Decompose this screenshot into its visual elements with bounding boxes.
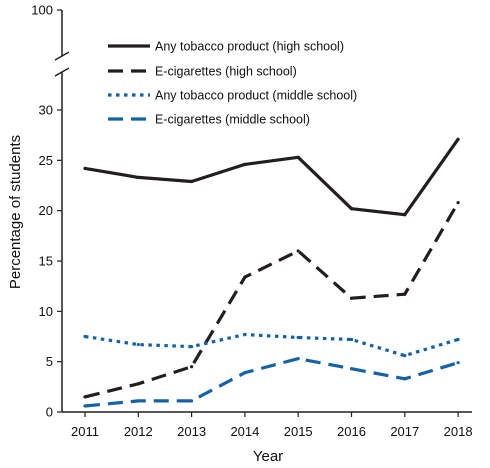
legend-label: Any tobacco product (high school) xyxy=(155,40,344,54)
data-point xyxy=(83,334,87,339)
y-tick-label: 15 xyxy=(39,254,53,269)
legend-label: E-cigarettes (middle school) xyxy=(155,113,310,127)
series-layer xyxy=(83,137,460,408)
data-point xyxy=(136,382,140,386)
data-point xyxy=(190,344,194,349)
data-point xyxy=(456,201,460,205)
data-point xyxy=(349,367,354,371)
data-point xyxy=(403,377,407,381)
series-line xyxy=(84,138,460,217)
data-point xyxy=(456,337,460,342)
data-point xyxy=(243,162,247,166)
data-point xyxy=(190,399,194,403)
series-2 xyxy=(83,201,460,399)
series-3 xyxy=(83,332,460,358)
data-point xyxy=(136,342,140,347)
legend-label: E-cigarettes (high school) xyxy=(155,65,297,79)
data-point xyxy=(136,399,140,403)
data-point xyxy=(296,357,300,361)
legend: Any tobacco product (high school) E-cigar… xyxy=(108,40,357,127)
data-point xyxy=(349,337,354,342)
y-tick-label: 100 xyxy=(31,3,53,18)
data-point xyxy=(296,249,300,253)
data-point xyxy=(243,332,247,337)
x-tick-label: 2017 xyxy=(390,424,419,439)
x-tick-label: 2011 xyxy=(71,424,99,439)
chart-axes: 0 5 10 15 20 25 30 100 2011 2012 2013 2014 2015 2016 2… xyxy=(31,3,472,440)
data-point xyxy=(349,207,354,211)
x-tick-label: 2015 xyxy=(284,424,313,439)
y-tick-label: 25 xyxy=(39,153,53,168)
y-tick-label: 30 xyxy=(39,103,53,118)
axis-break-mark xyxy=(54,51,70,61)
data-point xyxy=(190,179,194,184)
data-point xyxy=(296,155,300,159)
y-tick-label: 0 xyxy=(46,405,53,420)
series-line xyxy=(84,201,460,399)
data-point xyxy=(83,395,87,399)
legend-label: Any tobacco product (middle school) xyxy=(155,89,357,103)
data-point xyxy=(349,296,354,300)
x-tick-label: 2012 xyxy=(124,424,153,439)
y-axis-title: Percentage of students xyxy=(7,135,24,289)
series-line xyxy=(84,357,459,408)
x-tick-label: 2013 xyxy=(177,424,206,439)
y-tick-label: 10 xyxy=(39,304,53,319)
data-point xyxy=(403,354,407,358)
axis-break-mark xyxy=(54,67,70,77)
x-axis-title: Year xyxy=(253,448,283,465)
y-tick-label: 20 xyxy=(39,203,53,218)
x-tick-label: 2016 xyxy=(337,424,366,439)
x-tick-label: 2014 xyxy=(230,424,259,439)
data-point xyxy=(83,166,87,170)
data-point xyxy=(243,275,247,279)
data-point xyxy=(83,404,87,408)
y-tick-label: 5 xyxy=(46,354,53,369)
data-point xyxy=(136,175,140,180)
x-tick-label: 2018 xyxy=(444,424,473,439)
data-point xyxy=(190,365,194,369)
data-point xyxy=(243,371,247,375)
data-point xyxy=(403,213,407,217)
data-point xyxy=(296,335,300,340)
series-1 xyxy=(83,137,460,217)
series-4 xyxy=(83,357,460,408)
data-point xyxy=(456,361,460,365)
data-point xyxy=(403,292,407,296)
series-line xyxy=(84,332,459,358)
data-point xyxy=(456,137,460,141)
